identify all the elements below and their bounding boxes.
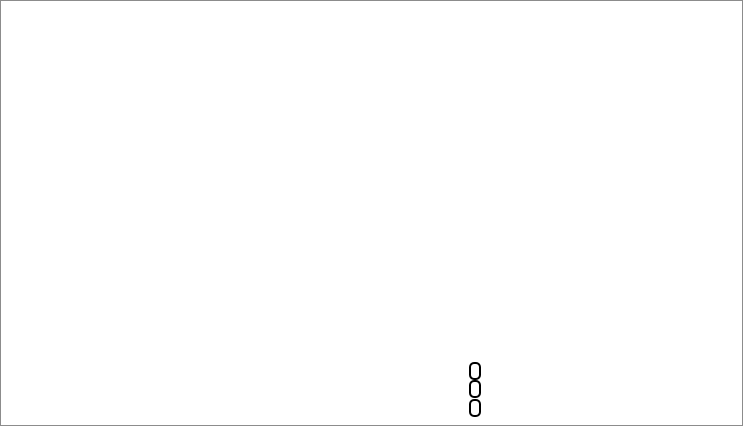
badge-wire bbox=[460, 406, 469, 409]
fdw-window-badge bbox=[469, 361, 481, 380]
badge-wire bbox=[460, 369, 469, 372]
fdw-badge-seas-blue[interactable] bbox=[460, 380, 496, 398]
fdw-window-badge bbox=[469, 398, 481, 417]
badge-wire bbox=[481, 406, 496, 409]
badge-wire bbox=[481, 369, 496, 372]
fdw-badge-dayton[interactable] bbox=[460, 361, 496, 380]
badge-wire bbox=[460, 388, 469, 391]
fdw-badge-seas-pink[interactable] bbox=[460, 398, 496, 417]
badge-wire bbox=[481, 388, 496, 391]
fdw-window-badge bbox=[469, 380, 481, 398]
